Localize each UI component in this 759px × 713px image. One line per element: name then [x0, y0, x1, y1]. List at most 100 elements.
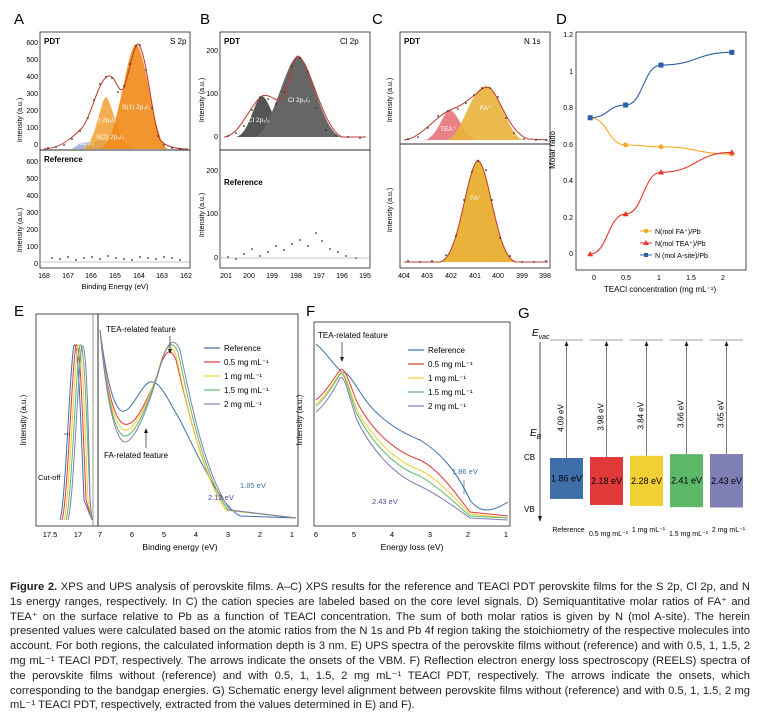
peak-label: FA⁺: [480, 105, 492, 112]
svg-text:4: 4: [194, 530, 198, 539]
svg-text:200: 200: [26, 108, 38, 115]
svg-text:1.5 mg mL⁻¹: 1.5 mg mL⁻¹: [224, 386, 269, 395]
reference-points: [227, 232, 357, 260]
x-axis-label: TEACl concentration (mg mL⁻¹): [604, 285, 717, 294]
y-axis-label: Intensity (a.u.): [295, 394, 304, 445]
legend-label: N (mol A-site)/Pb: [655, 253, 708, 260]
peak-cl32-fill: [254, 56, 342, 137]
y-ticks-top: 0 100 200: [206, 48, 218, 141]
svg-text:195: 195: [359, 273, 371, 280]
plot-frame: [313, 321, 511, 527]
panel-c: C PDT N 1s Intensity (a.u.) Intensity (a…: [372, 11, 551, 280]
region-label: Cl 2p: [340, 37, 359, 46]
svg-text:1.5: 1.5: [686, 275, 696, 282]
svg-text:1 mg mL⁻¹: 1 mg mL⁻¹: [224, 372, 262, 381]
cutoff-curves: [59, 344, 93, 521]
sample-label: 2 mg mL⁻¹: [712, 527, 746, 534]
peak-label: TEA⁺: [440, 126, 457, 133]
data-point: [728, 149, 735, 155]
y-axis-label: Intensity (a.u.): [17, 98, 24, 142]
bandgap-label: 2.28 eV: [631, 476, 662, 486]
svg-text:0.6: 0.6: [563, 142, 573, 149]
arrow-head: [724, 341, 729, 346]
svg-text:6: 6: [130, 530, 134, 539]
reference-curve: [404, 159, 548, 263]
legend-marker: [643, 240, 649, 245]
reference-points: [407, 160, 547, 263]
svg-text:600: 600: [26, 159, 38, 166]
svg-text:400: 400: [26, 74, 38, 81]
svg-text:3: 3: [428, 530, 432, 539]
svg-text:7: 7: [98, 530, 102, 539]
figure-caption: Figure 2. XPS and UPS analysis of perovs…: [10, 580, 750, 713]
svg-text:100: 100: [206, 91, 218, 98]
reference-points: [51, 255, 181, 261]
svg-text:2 mg mL⁻¹: 2 mg mL⁻¹: [428, 402, 466, 411]
cb-label: CB: [524, 453, 535, 462]
y-axis-label: Intensity (a.u.): [19, 394, 28, 445]
y-ticks: 0 0.2 0.4 0.6 0.8 1 1.2: [563, 32, 573, 258]
svg-text:398: 398: [539, 273, 551, 280]
peak-label: Cl 2p₁/₂: [248, 117, 270, 124]
svg-text:0.2: 0.2: [563, 215, 573, 222]
y-axis-label: Intensity (a.u.): [199, 78, 206, 122]
vb-label: VB: [524, 505, 535, 514]
envelope-curve: [403, 86, 549, 141]
data-point: [623, 142, 628, 148]
arrow-head: [604, 341, 609, 346]
vbm-value: 2.12 eV: [208, 493, 234, 502]
y-axis-label: Intensity (a.u.): [17, 208, 24, 252]
data-point: [658, 169, 664, 175]
svg-text:0.5 mg mL⁻¹: 0.5 mg mL⁻¹: [224, 358, 269, 367]
peak-label: S(1) 2p₁/₂: [88, 117, 116, 124]
svg-text:200: 200: [206, 48, 218, 55]
svg-text:0: 0: [214, 134, 218, 141]
svg-text:0: 0: [214, 255, 218, 262]
svg-text:300: 300: [26, 91, 38, 98]
bandgap-bar: [550, 458, 583, 499]
sample-label: 0.5 mg mL⁻¹: [589, 531, 629, 538]
data-points: [227, 57, 361, 139]
svg-text:168: 168: [38, 273, 50, 280]
vb-curves: [99, 329, 297, 519]
svg-text:1: 1: [504, 530, 508, 539]
reference-fa-fill: [440, 160, 516, 262]
svg-text:300: 300: [26, 210, 38, 217]
series-line: [590, 151, 732, 255]
svg-text:199: 199: [266, 273, 278, 280]
data-point: [587, 115, 593, 121]
panel-b: B PDT Cl 2p Reference 0 100 200 0 100 20…: [199, 11, 371, 280]
legend-marker: [644, 253, 648, 257]
series-line: [590, 51, 732, 119]
pdt-tag: PDT: [224, 37, 240, 46]
data-points: [47, 44, 181, 150]
x-ticks: 17.5 17 7 6 5 4 3 2 1: [43, 530, 294, 539]
svg-text:1: 1: [290, 530, 294, 539]
svg-text:200: 200: [206, 168, 218, 175]
svg-text:0.5 mg mL⁻¹: 0.5 mg mL⁻¹: [428, 360, 473, 369]
y-axis-label: Intensity (a.u.): [387, 188, 394, 232]
peak-label: S(2) 2p₁/₂: [66, 140, 94, 147]
bandgap-value: 1.86 eV: [452, 467, 478, 476]
tea-feature-label: TEA-related feature: [318, 331, 388, 340]
panel-letter: D: [556, 11, 567, 28]
region-label: S 2p: [170, 37, 187, 46]
bandgap-bar: [710, 454, 743, 508]
data-points: [407, 87, 547, 141]
svg-text:163: 163: [156, 273, 168, 280]
peak-label: FA⁺: [470, 195, 482, 202]
y-ticks-bottom: 0 100 200: [206, 168, 218, 262]
arrow-head: [644, 341, 649, 346]
svg-text:100: 100: [206, 211, 218, 218]
x-ticks: 0 0.5 1 1.5 2: [592, 275, 725, 282]
work-function-label: 3.66 eV: [677, 400, 686, 428]
legend: Reference 0.5 mg mL⁻¹ 1 mg mL⁻¹ 1.5 mg m…: [204, 344, 269, 409]
svg-text:500: 500: [26, 57, 38, 64]
cutoff-label: Cut-off: [38, 473, 61, 482]
svg-text:402: 402: [445, 273, 457, 280]
data-point: [658, 144, 664, 150]
series-line: [590, 117, 732, 155]
tea-feature-label: TEA-related feature: [106, 325, 176, 334]
svg-text:100: 100: [26, 244, 38, 251]
panel-letter: F: [306, 303, 315, 320]
